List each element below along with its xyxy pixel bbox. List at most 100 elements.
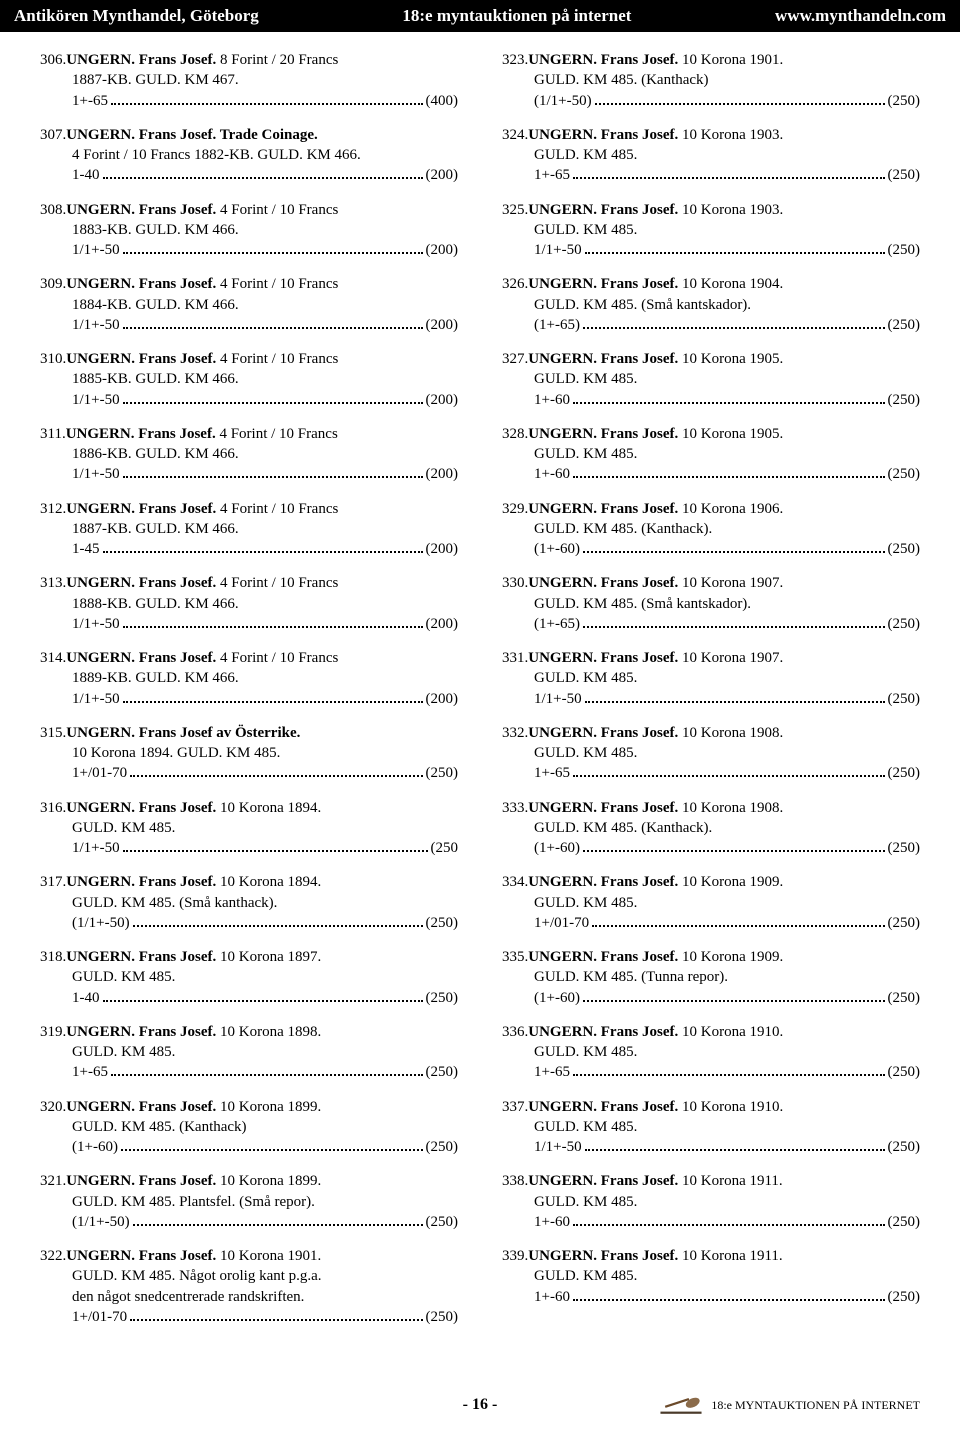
price-value: (400)	[426, 91, 459, 111]
lot-heading: UNGERN. Frans Josef. 10 Korona 1910.	[528, 1097, 783, 1117]
lot-item: 338. UNGERN. Frans Josef. 10 Korona 1911…	[502, 1171, 920, 1232]
leader-dots	[583, 551, 885, 553]
footer-text: 18:e MYNTAUKTIONEN PÅ INTERNET	[711, 1398, 920, 1413]
lot-rest: 4 Forint / 10 Francs	[216, 426, 338, 442]
price-row: 1/1+-50 (250	[72, 838, 458, 858]
grade-text: 1+-65	[534, 763, 570, 783]
lot-number: 312.	[40, 499, 66, 519]
lot-title: UNGERN. Frans Josef.	[528, 202, 678, 218]
lot-rest: 10 Korona 1907.	[678, 575, 783, 591]
lot-body: GULD. KM 485.1/1+-50 (250)	[502, 220, 920, 261]
lot-item: 326. UNGERN. Frans Josef. 10 Korona 1904…	[502, 274, 920, 335]
lot-rest: 10 Korona 1911.	[678, 1173, 782, 1189]
lot-number: 335.	[502, 947, 528, 967]
lot-body: GULD. KM 485.1+-65 (250)	[502, 743, 920, 784]
lot-rest: 10 Korona 1903.	[678, 202, 783, 218]
grade-text: 1/1+-50	[72, 464, 120, 484]
lot-body: GULD. KM 485.1-40 (250)	[40, 967, 458, 1008]
lot-line: GULD. KM 485.	[72, 967, 458, 987]
lot-body: GULD. KM 485. (Tunna repor).(1+-60) (250…	[502, 967, 920, 1008]
leader-dots	[583, 626, 885, 628]
price-value: (250)	[888, 689, 921, 709]
lot-number: 325.	[502, 200, 528, 220]
lot-rest: 10 Korona 1894.	[216, 800, 321, 816]
lot-heading: UNGERN. Frans Josef. 10 Korona 1904.	[528, 274, 783, 294]
lot-heading: UNGERN. Frans Josef. 10 Korona 1908.	[528, 798, 783, 818]
leader-dots	[573, 476, 885, 478]
lot-number: 320.	[40, 1097, 66, 1117]
lot-item: 339. UNGERN. Frans Josef. 10 Korona 1911…	[502, 1246, 920, 1307]
price-value: (250)	[888, 91, 921, 111]
leader-dots	[592, 925, 884, 927]
lot-item: 317. UNGERN. Frans Josef. 10 Korona 1894…	[40, 872, 458, 933]
price-row: (1/1+-50) (250)	[534, 91, 920, 111]
lot-line: 1888-KB. GULD. KM 466.	[72, 594, 458, 614]
lot-item: 321. UNGERN. Frans Josef. 10 Korona 1899…	[40, 1171, 458, 1232]
lot-item: 322. UNGERN. Frans Josef. 10 Korona 1901…	[40, 1246, 458, 1327]
lot-number: 334.	[502, 872, 528, 892]
lot-number: 336.	[502, 1022, 528, 1042]
lot-rest: 10 Korona 1905.	[678, 426, 783, 442]
lot-body: GULD. KM 485.1/1+-50 (250	[40, 818, 458, 859]
lot-line: GULD. KM 485. (Små kanthack).	[72, 893, 458, 913]
leader-dots	[573, 402, 885, 404]
lot-heading: UNGERN. Frans Josef. 10 Korona 1894.	[66, 798, 321, 818]
price-value: (250)	[888, 464, 921, 484]
leader-dots	[111, 103, 423, 105]
price-row: 1+/01-70 (250)	[72, 763, 458, 783]
lot-line: GULD. KM 485.	[534, 444, 920, 464]
lot-title: UNGERN. Frans Josef.	[528, 426, 678, 442]
lot-item: 324. UNGERN. Frans Josef. 10 Korona 1903…	[502, 125, 920, 186]
grade-text: (1+-65)	[534, 315, 580, 335]
lot-body: GULD. KM 485. Plantsfel. (Små repor).(1/…	[40, 1192, 458, 1233]
price-row: 1+-65 (250)	[534, 1062, 920, 1082]
grade-text: 1/1+-50	[534, 240, 582, 260]
lot-item: 325. UNGERN. Frans Josef. 10 Korona 1903…	[502, 200, 920, 261]
lot-line: GULD. KM 485.	[72, 818, 458, 838]
lot-line: 1887-KB. GULD. KM 467.	[72, 70, 458, 90]
lot-item: 323. UNGERN. Frans Josef. 10 Korona 1901…	[502, 50, 920, 111]
leader-dots	[585, 252, 885, 254]
price-value: (200)	[426, 464, 459, 484]
lot-rest: 10 Korona 1899.	[216, 1099, 321, 1115]
lot-rest: 10 Korona 1901.	[678, 52, 783, 68]
lot-rest: 4 Forint / 10 Francs	[216, 650, 338, 666]
price-row: (1/1+-50) (250)	[72, 913, 458, 933]
lot-item: 336. UNGERN. Frans Josef. 10 Korona 1910…	[502, 1022, 920, 1083]
grade-text: (1+-60)	[534, 838, 580, 858]
lot-title: UNGERN. Frans Josef.	[66, 426, 216, 442]
column-right: 323. UNGERN. Frans Josef. 10 Korona 1901…	[502, 50, 920, 1341]
page-number: - 16 -	[463, 1396, 498, 1414]
lot-line: GULD. KM 485. (Kanthack)	[534, 70, 920, 90]
lot-body: 1885-KB. GULD. KM 466.1/1+-50 (200)	[40, 369, 458, 410]
lot-number: 314.	[40, 648, 66, 668]
lot-body: 1888-KB. GULD. KM 466.1/1+-50 (200)	[40, 594, 458, 635]
price-row: (1+-60) (250)	[534, 539, 920, 559]
price-value: (250)	[888, 763, 921, 783]
price-row: 1+-65 (250)	[534, 763, 920, 783]
price-row: 1/1+-50 (200)	[72, 689, 458, 709]
grade-text: 1/1+-50	[72, 240, 120, 260]
leader-dots	[585, 701, 885, 703]
lot-heading: UNGERN. Frans Josef. 10 Korona 1899.	[66, 1171, 321, 1191]
lot-heading: UNGERN. Frans Josef. 10 Korona 1909.	[528, 872, 783, 892]
lot-line: GULD. KM 485.	[72, 1042, 458, 1062]
price-row: (1+-60) (250)	[534, 988, 920, 1008]
lot-body: GULD. KM 485. (Kanthack).(1+-60) (250)	[502, 818, 920, 859]
grade-text: 1+/01-70	[534, 913, 589, 933]
price-value: (200)	[426, 539, 459, 559]
lot-heading: UNGERN. Frans Josef. 10 Korona 1909.	[528, 947, 783, 967]
lot-item: 314. UNGERN. Frans Josef. 4 Forint / 10 …	[40, 648, 458, 709]
lot-heading: UNGERN. Frans Josef. 10 Korona 1894.	[66, 872, 321, 892]
price-value: (250	[431, 838, 459, 858]
leader-dots	[123, 701, 423, 703]
lot-line: 1883-KB. GULD. KM 466.	[72, 220, 458, 240]
lot-title: UNGERN. Frans Josef.	[66, 1024, 216, 1040]
lot-line: GULD. KM 485. (Tunna repor).	[534, 967, 920, 987]
lot-item: 309. UNGERN. Frans Josef. 4 Forint / 10 …	[40, 274, 458, 335]
lot-number: 313.	[40, 573, 66, 593]
lot-line: GULD. KM 485.	[534, 743, 920, 763]
lot-body: 4 Forint / 10 Francs 1882-KB. GULD. KM 4…	[40, 145, 458, 186]
price-row: 1/1+-50 (200)	[72, 614, 458, 634]
lot-number: 327.	[502, 349, 528, 369]
